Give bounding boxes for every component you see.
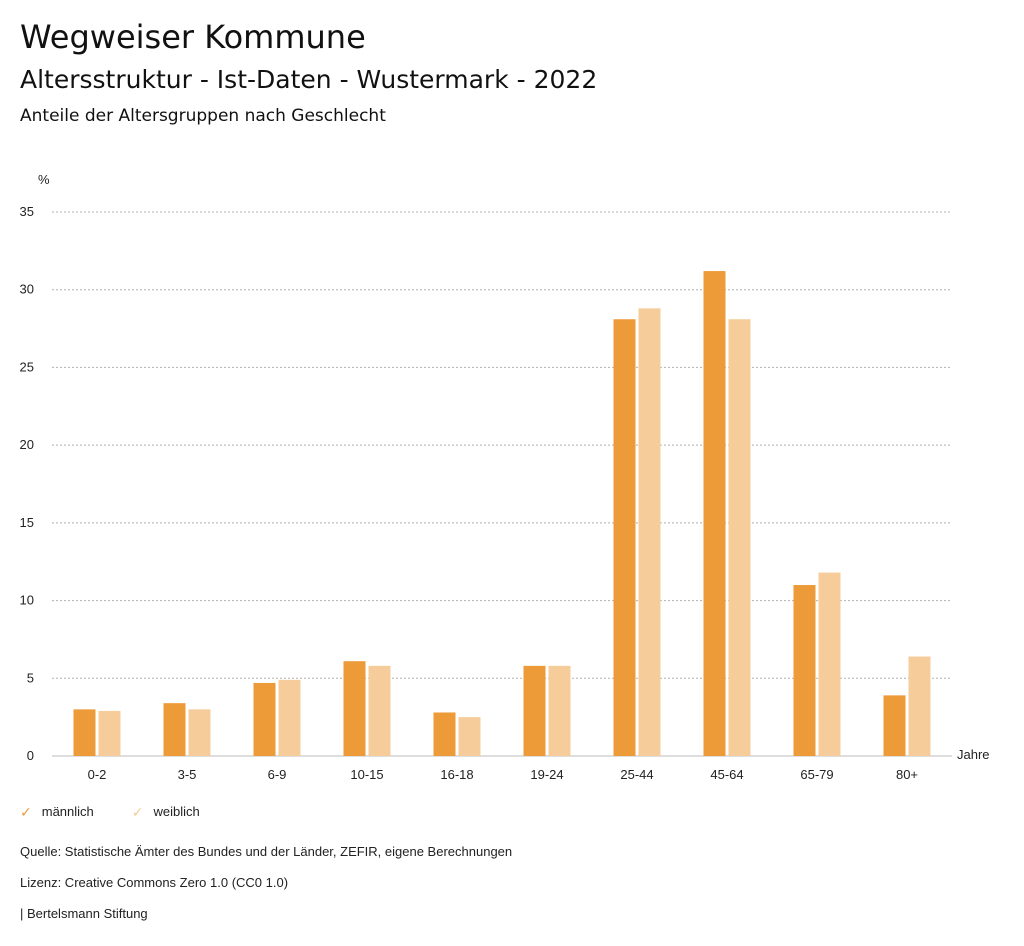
x-tick-label: 0-2 xyxy=(88,767,107,782)
bar-weiblich xyxy=(728,319,751,756)
check-icon: ✓ xyxy=(131,803,144,820)
y-tick-label: 10 xyxy=(20,593,34,608)
bar-maennlich xyxy=(523,665,546,756)
y-axis-label: % xyxy=(38,172,50,187)
bar-maennlich xyxy=(253,682,276,756)
x-tick-label: 10-15 xyxy=(350,767,383,782)
bar-weiblich xyxy=(908,656,931,756)
x-tick-label: 80+ xyxy=(896,767,918,782)
bar-maennlich xyxy=(703,271,726,756)
publisher-note: | Bertelsmann Stiftung xyxy=(20,906,148,921)
x-axis-label: Jahre xyxy=(957,747,990,762)
y-tick-label: 5 xyxy=(27,670,34,685)
x-tick-label: 6-9 xyxy=(268,767,287,782)
bar-maennlich xyxy=(883,695,906,756)
y-tick-label: 20 xyxy=(20,437,34,452)
bar-weiblich xyxy=(638,308,661,756)
bar-maennlich xyxy=(793,585,816,756)
y-tick-label: 25 xyxy=(20,359,34,374)
bar-weiblich xyxy=(818,572,841,756)
bar-maennlich xyxy=(73,709,96,756)
x-tick-label: 45-64 xyxy=(710,767,743,782)
source-note: Quelle: Statistische Ämter des Bundes un… xyxy=(20,844,513,859)
bar-maennlich xyxy=(343,661,366,756)
legend-item-weiblich[interactable]: ✓ weiblich xyxy=(132,804,200,819)
legend-label: männlich xyxy=(41,804,94,819)
x-tick-label: 19-24 xyxy=(530,767,563,782)
y-tick-label: 15 xyxy=(20,515,34,530)
legend-label: weiblich xyxy=(153,804,200,819)
bar-maennlich xyxy=(613,319,636,756)
bar-maennlich xyxy=(433,712,456,756)
bar-weiblich xyxy=(188,709,211,756)
bar-weiblich xyxy=(368,665,391,756)
legend: ✓ männlich ✓ weiblich xyxy=(20,804,200,819)
chart-subtitle: Altersstruktur - Ist-Daten - Wustermark … xyxy=(20,65,598,94)
bar-weiblich xyxy=(278,679,301,756)
bar-weiblich xyxy=(458,717,481,756)
license-note: Lizenz: Creative Commons Zero 1.0 (CC0 1… xyxy=(20,875,289,890)
chart-title: Wegweiser Kommune xyxy=(20,18,366,56)
legend-item-maennlich[interactable]: ✓ männlich xyxy=(20,804,94,819)
x-tick-label: 25-44 xyxy=(620,767,653,782)
x-tick-label: 16-18 xyxy=(440,767,473,782)
bar-weiblich xyxy=(548,665,571,756)
x-tick-label: 3-5 xyxy=(178,767,197,782)
x-tick-label: 65-79 xyxy=(800,767,833,782)
check-icon: ✓ xyxy=(20,803,32,820)
bar-chart: 0 5 10 15 20 25 30 35% Jahre 0-2 3-5 6-9 10-15 16-18 1… xyxy=(20,172,990,782)
chart-description: Anteile der Altersgruppen nach Geschlech… xyxy=(20,106,386,126)
y-tick-label: 0 xyxy=(27,748,34,763)
y-tick-label: 35 xyxy=(20,204,34,219)
bar-maennlich xyxy=(163,703,186,756)
y-tick-label: 30 xyxy=(20,282,34,297)
bar-weiblich xyxy=(98,710,121,756)
